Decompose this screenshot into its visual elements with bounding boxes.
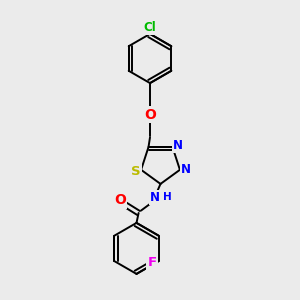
Text: O: O: [114, 194, 126, 207]
Text: N: N: [173, 139, 183, 152]
Text: S: S: [131, 165, 140, 178]
Text: N: N: [181, 163, 191, 176]
Text: H: H: [163, 192, 172, 203]
Text: Cl: Cl: [144, 21, 156, 34]
Text: N: N: [150, 191, 160, 204]
Text: O: O: [144, 108, 156, 122]
Text: F: F: [147, 256, 157, 269]
